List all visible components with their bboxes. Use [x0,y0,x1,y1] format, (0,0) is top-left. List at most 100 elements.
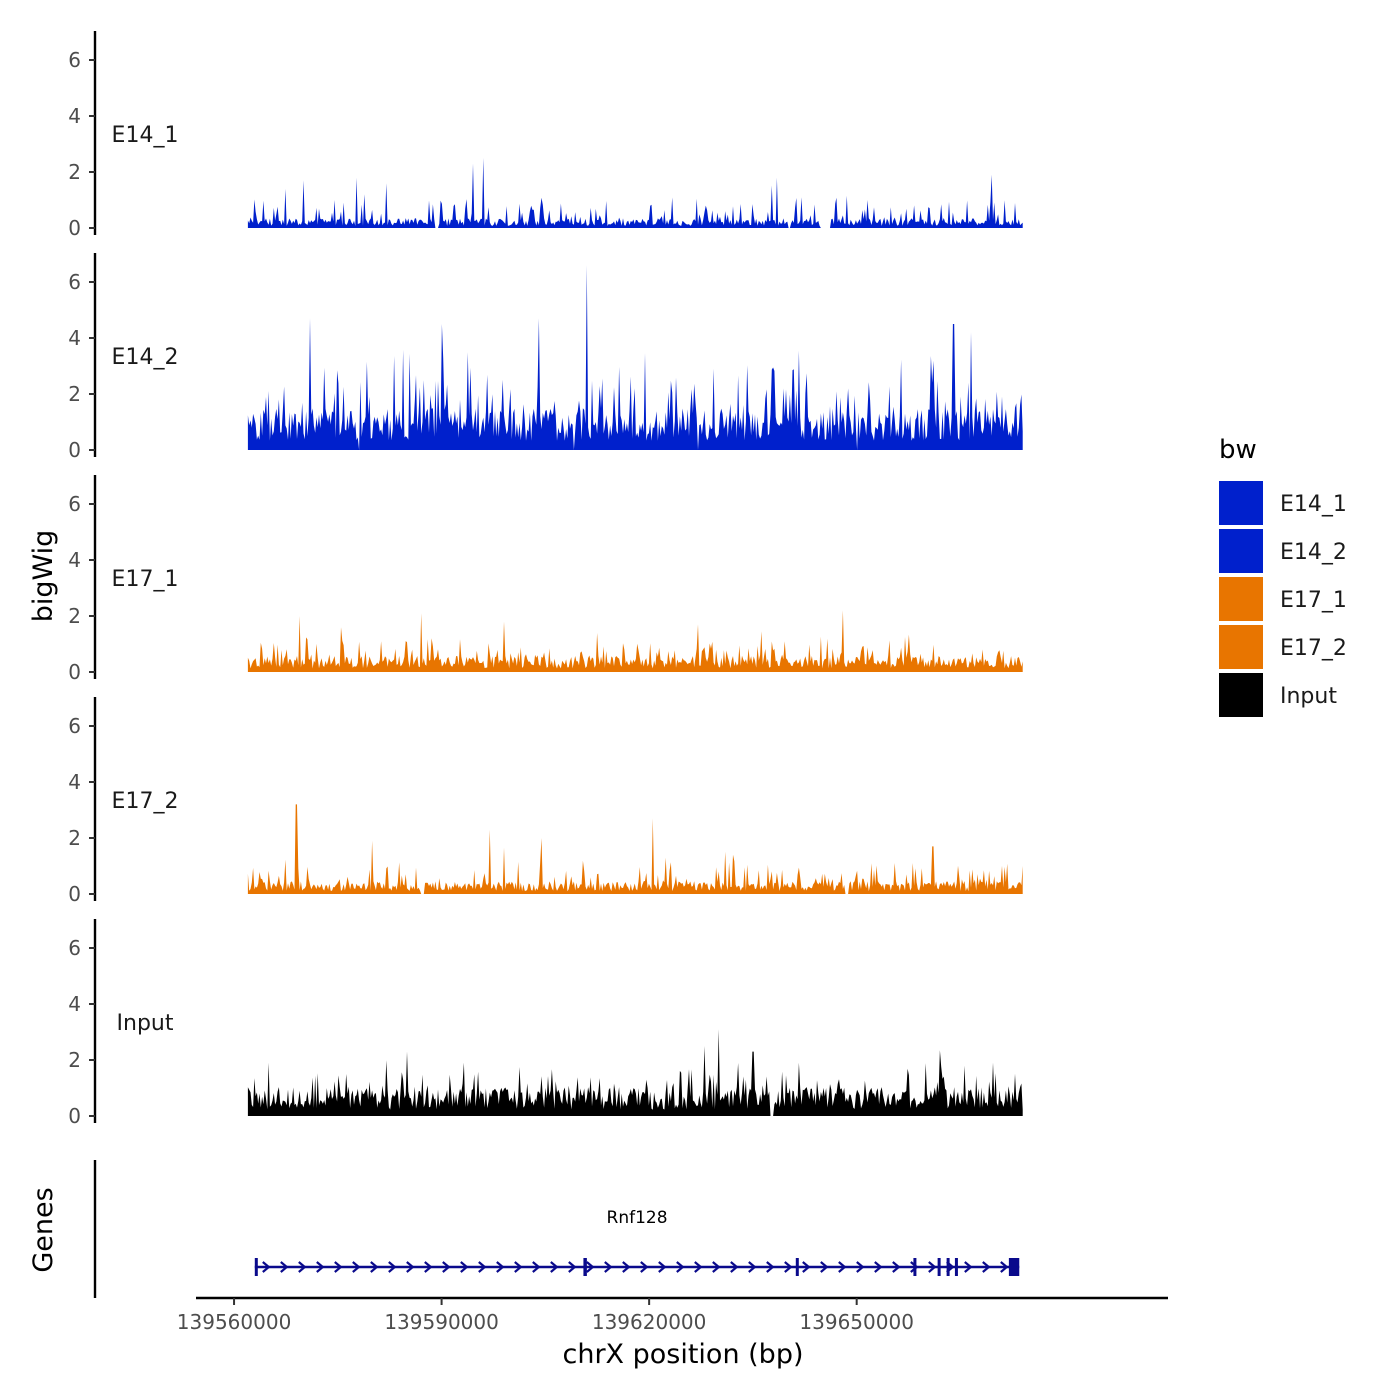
track-label: E17_2 [112,789,179,814]
strand-arrow [712,1261,721,1273]
signal-area-e17-2 [247,804,1023,894]
strand-arrow [1000,1261,1009,1273]
legend-label: E14_2 [1280,540,1347,565]
strand-arrow [496,1261,505,1273]
legend-swatch-e14-2 [1219,529,1263,573]
legend-swatch-input [1219,673,1263,717]
strand-arrow [262,1261,271,1273]
gene-exon [937,1258,941,1276]
strand-arrow [982,1261,991,1273]
x-tick-label: 139650000 [799,1310,914,1334]
strand-arrow [316,1261,325,1273]
y-tick-label: 0 [68,882,81,906]
strand-arrow [640,1261,649,1273]
y-tick-label: 2 [68,826,81,850]
strand-arrow [388,1261,397,1273]
strand-arrow [370,1261,379,1273]
strand-arrow [658,1261,667,1273]
strand-arrow [442,1261,451,1273]
y-tick-label: 6 [68,492,81,516]
y-tick-label: 0 [68,438,81,462]
genes-axis-title: Genes [28,1187,59,1272]
strand-arrow [586,1261,595,1273]
legend-swatch-e17-2 [1219,625,1263,669]
strand-arrow [874,1261,883,1273]
gene-exon [1008,1258,1020,1276]
signal-area-e14-1 [247,158,1023,228]
strand-arrow [910,1261,919,1273]
track-e17-1: 0 2 4 6 E17_1 [68,475,1023,684]
strand-arrow [568,1261,577,1273]
signal-area-input [247,1029,1023,1116]
gene-exon [954,1258,958,1276]
strand-arrow [532,1261,541,1273]
strand-arrow [550,1261,559,1273]
genes-panel: Rnf128 [93,1160,1020,1298]
y-tick-label: 2 [68,382,81,406]
track-label: E14_2 [112,345,179,370]
track-e17-2: 0 2 4 6 E17_2 [68,697,1023,906]
strand-arrow [802,1261,811,1273]
y-tick-label: 6 [68,48,81,72]
signal-area-e14-2 [247,265,1023,450]
track-label: E14_1 [112,123,179,148]
strand-arrow [694,1261,703,1273]
strand-arrow [604,1261,613,1273]
strand-arrow [424,1261,433,1273]
y-tick-label: 4 [68,104,81,128]
x-axis: 139560000 139590000 139620000 139650000 [177,1296,1168,1334]
gene-exon [254,1258,258,1276]
strand-arrow [352,1261,361,1273]
strand-arrow [820,1261,829,1273]
track-input: 0 2 4 6 Input [68,919,1023,1128]
y-tick-label: 0 [68,1104,81,1128]
strand-arrow [622,1261,631,1273]
track-label: E17_1 [112,567,179,592]
strand-arrow [514,1261,523,1273]
strand-arrow [928,1261,937,1273]
strand-arrow [748,1261,757,1273]
strand-arrow [838,1261,847,1273]
x-tick-label: 139620000 [592,1310,707,1334]
y-tick-label: 4 [68,326,81,350]
track-panels: 0 2 4 6 E14_1 0 2 4 6 E14_2 0 2 4 6 E17_1 0 2 4 6 E17_2 0 2 4 6… [68,31,1023,1128]
strand-arrow [280,1261,289,1273]
y-tick-label: 2 [68,1048,81,1072]
gene-exon [946,1258,950,1276]
track-e14-2: 0 2 4 6 E14_2 [68,253,1023,462]
strand-arrow [334,1261,343,1273]
gene-exon [583,1258,587,1276]
legend-swatch-e14-1 [1219,481,1263,525]
y-tick-label: 0 [68,216,81,240]
y-tick-label: 2 [68,160,81,184]
y-tick-label: 6 [68,936,81,960]
strand-arrow [964,1261,973,1273]
gene-exon [913,1258,917,1276]
legend-title: bw [1219,435,1257,465]
legend-label: E17_1 [1280,588,1347,613]
y-tick-label: 0 [68,660,81,684]
gene-exon [795,1258,799,1276]
y-tick-label: 4 [68,992,81,1016]
strand-arrow [730,1261,739,1273]
legend-label: E17_2 [1280,636,1347,661]
legend-swatch-e17-1 [1219,577,1263,621]
y-axis-title: bigWig [28,530,59,623]
y-tick-label: 4 [68,770,81,794]
gene-name-label: Rnf128 [607,1208,668,1228]
strand-arrow [298,1261,307,1273]
strand-arrow [478,1261,487,1273]
legend-label: E14_1 [1280,492,1347,517]
strand-arrow [784,1261,793,1273]
strand-arrow [766,1261,775,1273]
track-e14-1: 0 2 4 6 E14_1 [68,31,1023,240]
track-label: Input [117,1011,174,1036]
strand-arrow [892,1261,901,1273]
strand-arrow [406,1261,415,1273]
signal-area-e17-1 [247,610,1023,672]
strand-arrow [856,1261,865,1273]
legend-label: Input [1280,684,1337,709]
strand-arrow [676,1261,685,1273]
y-tick-label: 2 [68,604,81,628]
